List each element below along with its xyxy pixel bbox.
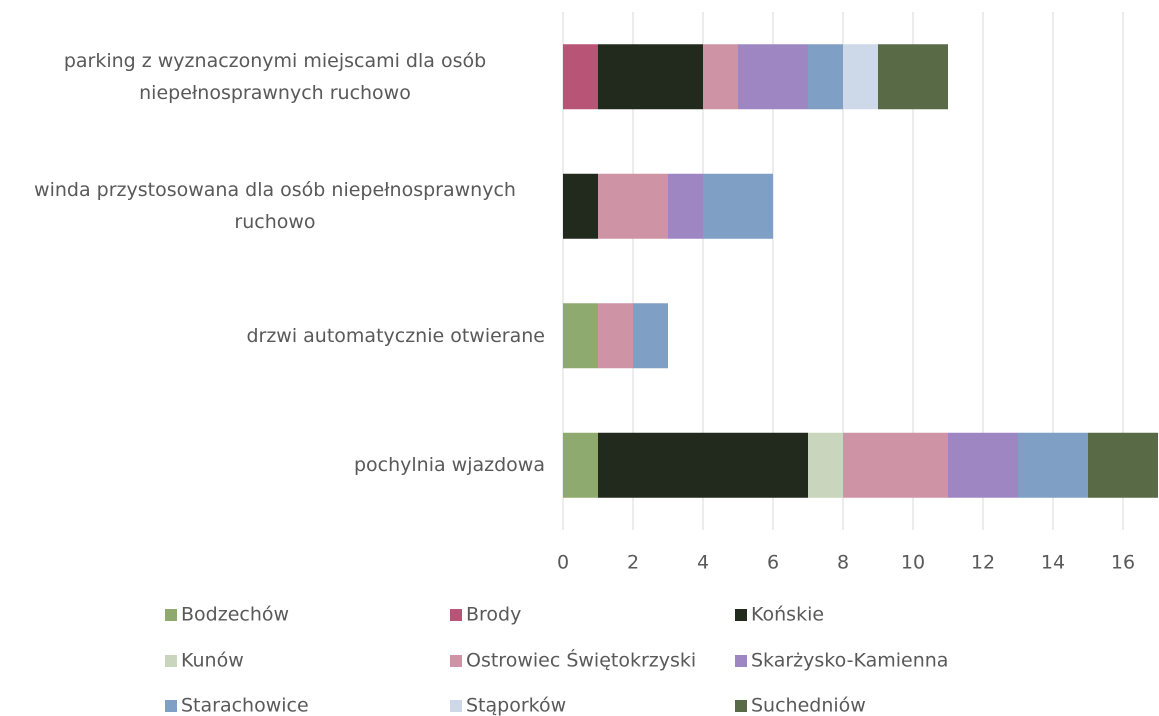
- bar-segment: [703, 44, 738, 110]
- x-tick-label: 8: [837, 552, 849, 574]
- legend-label: Brody: [466, 604, 521, 626]
- legend-swatch: [450, 655, 462, 667]
- bar-segment: [703, 173, 773, 239]
- bar-segment: [1088, 432, 1158, 498]
- legend-label: Końskie: [751, 604, 824, 626]
- y-tick-label: pochylnia wjazdowa: [353, 454, 545, 477]
- bar-segment: [563, 44, 598, 110]
- bar-segment: [738, 44, 808, 110]
- legend-label: Suchedniów: [751, 695, 866, 716]
- legend-swatch: [450, 609, 462, 621]
- bar-segment: [633, 303, 668, 369]
- bar-segment: [668, 173, 703, 239]
- legend-swatch: [450, 700, 462, 712]
- bar-segment: [598, 432, 808, 498]
- legend-swatch: [165, 700, 177, 712]
- bar-segment: [563, 303, 598, 369]
- bar-segment: [948, 432, 1018, 498]
- bar-segment: [843, 44, 878, 110]
- y-tick-label: drzwi automatycznie otwierane: [246, 324, 545, 347]
- legend-swatch: [735, 609, 747, 621]
- legend-label: Skarżysko-Kamienna: [751, 650, 948, 672]
- bar-segment: [563, 432, 598, 498]
- bar-segment: [808, 432, 843, 498]
- x-tick-label: 6: [767, 552, 779, 574]
- bar-segment: [563, 173, 598, 239]
- bar-segment: [598, 44, 703, 110]
- x-tick-label: 4: [697, 552, 709, 574]
- category-label-box: drzwi automatycznie otwierane: [5, 320, 545, 352]
- legend-label: Starachowice: [181, 695, 309, 716]
- x-tick-label: 2: [627, 552, 639, 574]
- category-label-box: pochylnia wjazdowa: [5, 449, 545, 481]
- x-tick-label: 16: [1111, 552, 1135, 574]
- bar-segment: [808, 44, 843, 110]
- x-tick-label: 12: [971, 552, 995, 574]
- legend-label: Stąporków: [466, 695, 566, 716]
- legend-swatch: [735, 655, 747, 667]
- legend-label: Bodzechów: [181, 604, 289, 626]
- y-tick-label: parking z wyznaczonymi miejscami dla osó…: [63, 49, 487, 104]
- bar-segment: [598, 173, 668, 239]
- legend-label: Ostrowiec Świętokrzyski: [466, 648, 696, 672]
- legend-swatch: [735, 700, 747, 712]
- x-tick-label: 0: [557, 552, 569, 574]
- bar-segment: [878, 44, 948, 110]
- legend-swatch: [165, 655, 177, 667]
- x-tick-label: 14: [1041, 552, 1065, 574]
- legend-label: Kunów: [181, 650, 244, 672]
- category-label-box: parking z wyznaczonymi miejscami dla osó…: [5, 45, 545, 109]
- legend-swatch: [165, 609, 177, 621]
- bar-segment: [598, 303, 633, 369]
- category-label-box: winda przystosowana dla osób niepełnospr…: [5, 174, 545, 238]
- y-tick-label: winda przystosowana dla osób niepełnospr…: [34, 179, 516, 234]
- x-tick-label: 10: [901, 552, 925, 574]
- bar-segment: [1018, 432, 1088, 498]
- bar-segment: [843, 432, 948, 498]
